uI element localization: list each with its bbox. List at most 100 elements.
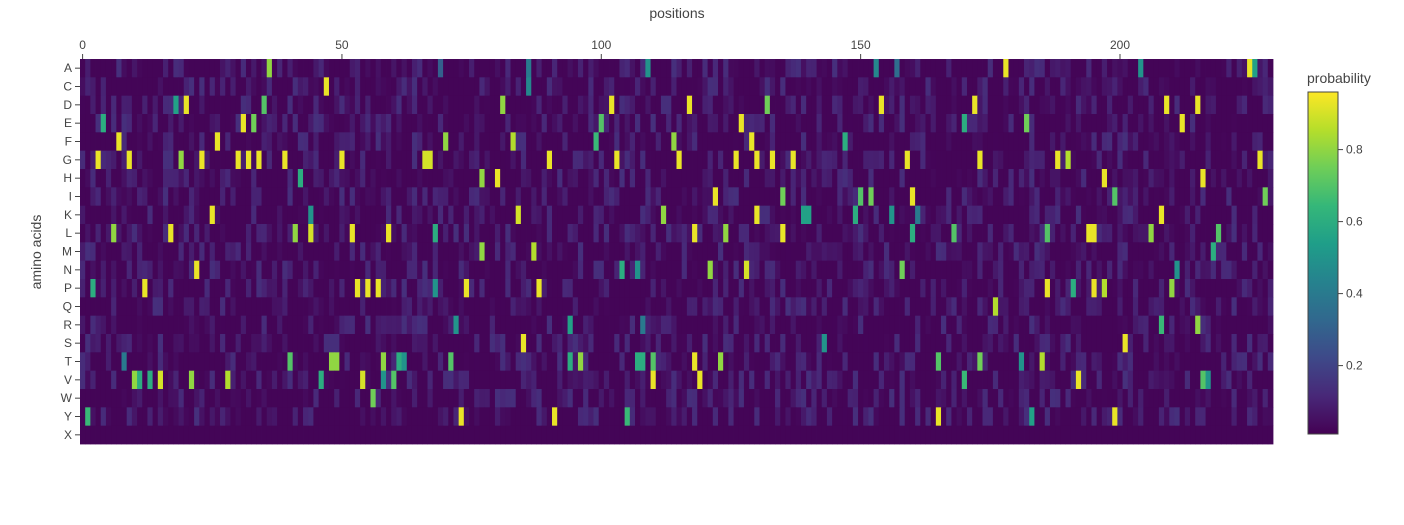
heatmap-cell [645,132,651,152]
heatmap-cell [453,150,460,170]
heatmap-cell [852,260,859,280]
heatmap-cell [1257,407,1264,427]
heatmap-cell [915,132,921,152]
heatmap-cell [1247,297,1253,317]
heatmap-cell [531,114,537,133]
heatmap-cell [567,370,574,390]
heatmap-cell [271,279,278,298]
heatmap-cell [1013,150,1020,170]
heatmap-cell [100,297,107,317]
heatmap-cell [686,205,693,225]
heatmap-cell [220,224,226,243]
heatmap-cell [1055,260,1061,280]
heatmap-cell [443,224,449,243]
heatmap-cell [204,59,211,78]
heatmap-cell [168,370,174,390]
heatmap-cell [370,114,377,133]
heatmap-cell [577,59,584,78]
heatmap-cell [702,370,709,390]
heatmap-cell [873,315,880,335]
heatmap-cell [437,150,444,170]
heatmap-cell [749,132,755,152]
colorbar-title: probability [1307,70,1371,86]
y-tick-label: G [63,153,72,167]
heatmap-cell [531,334,537,353]
heatmap-cell [878,370,885,390]
heatmap-cell [1138,150,1144,170]
heatmap-cell [915,114,921,133]
heatmap-cell [282,95,288,115]
heatmap-cell [889,370,895,390]
heatmap-cell [754,407,760,427]
heatmap-cell [650,260,657,280]
heatmap-cell [1252,352,1258,372]
heatmap-cell [1174,370,1181,390]
heatmap-cell [401,297,408,317]
heatmap-cell [432,370,439,390]
heatmap-cell [308,95,314,115]
heatmap-cell [852,187,859,207]
heatmap-cell [619,315,626,335]
heatmap-cell [728,224,734,243]
heatmap-cell [650,242,657,262]
heatmap-cell [536,407,543,427]
heatmap-cell [562,425,568,445]
heatmap-cell [800,59,807,78]
heatmap-cell [858,77,864,97]
heatmap-cell [334,77,340,97]
heatmap-cell [1081,205,1087,225]
heatmap-cell [437,389,444,408]
heatmap-cell [1060,132,1066,152]
heatmap-cell [1164,352,1170,372]
heatmap-cell [458,242,465,262]
heatmap-cell [105,169,112,188]
heatmap-cell [1262,114,1269,133]
heatmap-cell [105,59,112,78]
heatmap-cell [692,59,698,78]
heatmap-cell [152,187,159,207]
heatmap-cell [277,150,283,170]
heatmap-cell [531,95,537,115]
heatmap-cell [1174,242,1181,262]
heatmap-cell [728,370,734,390]
heatmap-cell [728,187,734,207]
heatmap-cell [536,187,543,207]
heatmap-cell [754,389,760,408]
heatmap-cell [297,370,304,390]
heatmap-cell [386,279,392,298]
heatmap-cell [463,242,470,262]
heatmap-cell [116,425,122,445]
heatmap-cell [1070,224,1077,243]
heatmap-cell [728,150,734,170]
heatmap-cell [795,260,802,280]
heatmap-cell [920,132,926,152]
heatmap-cell [1143,315,1149,335]
heatmap-cell [303,242,309,262]
heatmap-cell [1075,315,1082,335]
heatmap-cell [494,279,501,298]
heatmap-cell [277,205,283,225]
heatmap-cell [749,389,755,408]
heatmap-cell [1241,169,1248,188]
heatmap-cell [723,315,729,335]
heatmap-cell [204,315,211,335]
heatmap-cell [904,315,911,335]
heatmap-cell [531,205,537,225]
heatmap-cell [199,132,205,152]
heatmap-cell [1070,59,1077,78]
heatmap-cell [858,224,864,243]
heatmap-cell [209,95,216,115]
heatmap-cell [671,59,677,78]
heatmap-cell [536,150,543,170]
heatmap-cell [126,132,133,152]
heatmap-cell [256,389,262,408]
heatmap-cell [790,370,797,390]
heatmap-cell [339,370,345,390]
heatmap-cell [987,389,994,408]
heatmap-cell [842,114,849,133]
heatmap-cell [562,77,568,97]
heatmap-cell [474,297,480,317]
heatmap-cell [245,334,252,353]
heatmap-cell [904,279,911,298]
heatmap-cell [183,187,190,207]
